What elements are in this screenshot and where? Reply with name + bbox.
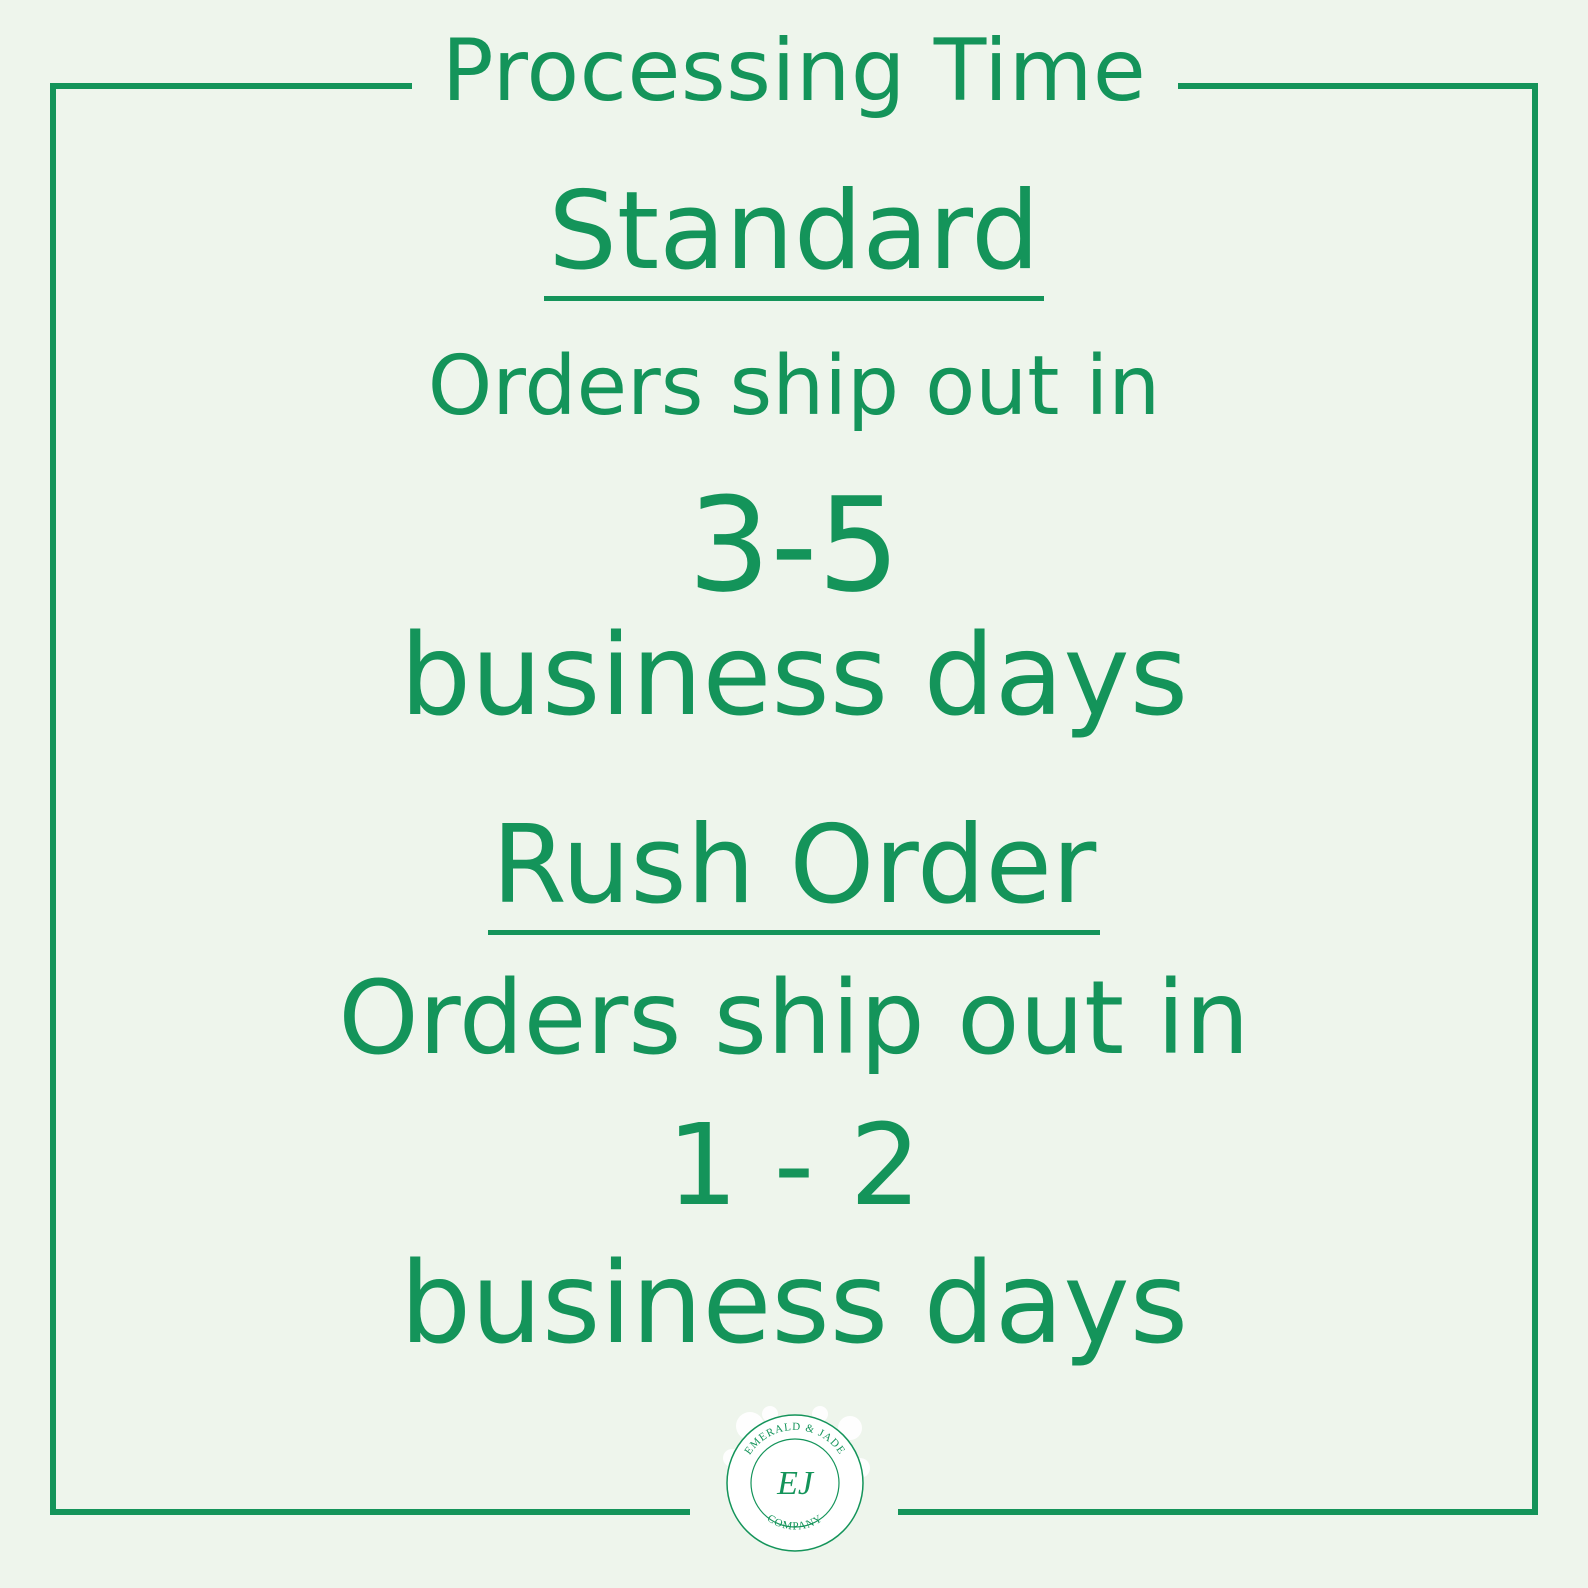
standard-heading: Standard: [0, 178, 1588, 301]
standard-unit: business days: [399, 611, 1189, 741]
standard-range: 3-5: [687, 469, 901, 621]
rush-heading-text: Rush Order: [487, 812, 1101, 935]
rush-range: 1 - 2: [666, 1101, 922, 1231]
rush-intro: Orders ship out in: [338, 959, 1250, 1078]
rush-heading: Rush Order: [0, 812, 1588, 935]
rush-unit: business days: [399, 1239, 1189, 1369]
logo-monogram: EJ: [776, 1465, 815, 1502]
standard-heading-text: Standard: [544, 178, 1044, 301]
page-title-text: Processing Time: [425, 21, 1163, 121]
page-title: Processing Time: [0, 21, 1588, 121]
company-logo: EMERALD & JADE EJ COMPANY: [723, 1406, 870, 1552]
standard-intro: Orders ship out in: [427, 339, 1161, 434]
